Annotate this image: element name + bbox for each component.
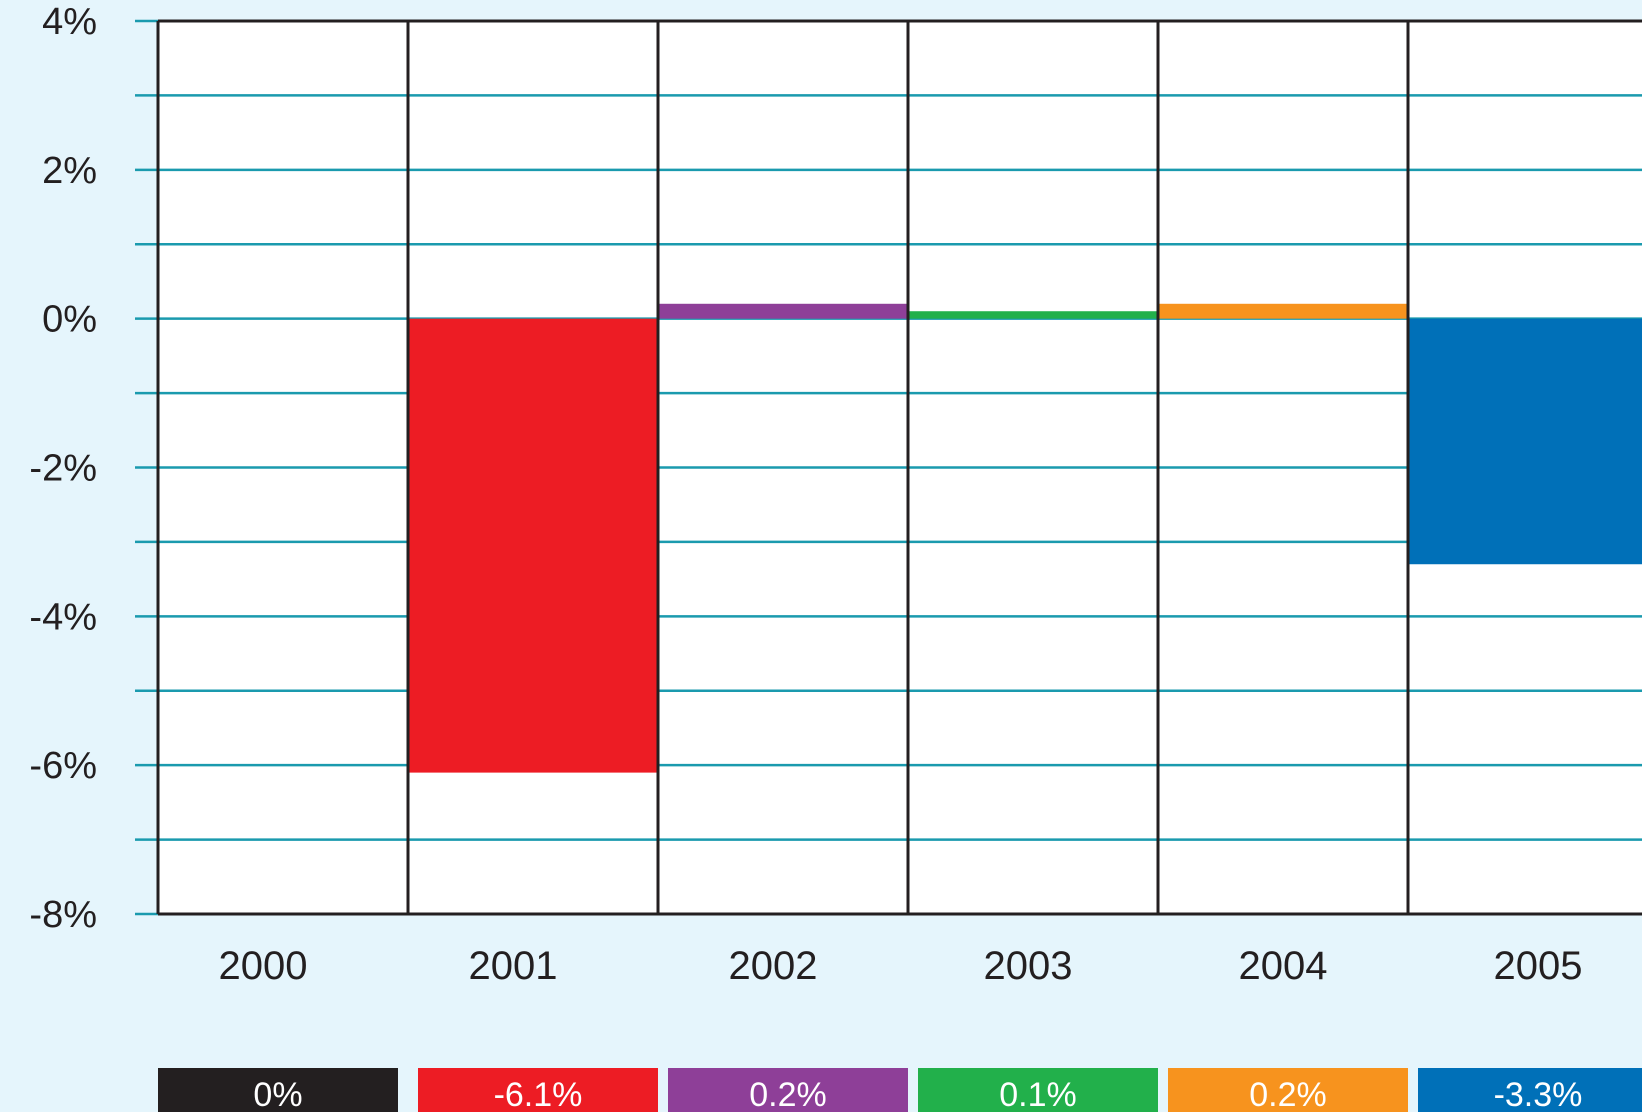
x-tick-label: 2003 (984, 944, 1073, 988)
value-badge: -3.3% (1418, 1068, 1642, 1112)
x-axis-category-labels: 2000 2001 2002 2003 2004 2005 (219, 944, 1583, 988)
x-tick-label: 2005 (1494, 944, 1583, 988)
x-tick-label: 2001 (469, 944, 558, 988)
x-tick-label: 2002 (729, 944, 818, 988)
value-badge-background (918, 1068, 1158, 1112)
bar-2002 (658, 303, 908, 319)
bars (408, 303, 1642, 773)
value-label: 0.2% (1249, 1076, 1327, 1112)
y-tick-label: 2% (42, 150, 97, 192)
value-badge: 0.2% (668, 1068, 908, 1112)
y-tick-label: -4% (29, 596, 97, 638)
value-badge-background (1418, 1068, 1642, 1112)
gridlines (135, 19, 1642, 916)
value-badge: 0.1% (918, 1068, 1158, 1112)
x-tick-label: 2004 (1239, 944, 1328, 988)
bar-2001 (408, 318, 658, 773)
value-label: 0.2% (749, 1076, 827, 1112)
value-label: -3.3% (1494, 1076, 1583, 1112)
y-tick-label: -6% (29, 745, 97, 787)
value-badge-background (668, 1068, 908, 1112)
y-tick-label: -2% (29, 448, 97, 490)
value-badge-background (158, 1068, 398, 1112)
value-badge-background (1168, 1068, 1408, 1112)
y-axis-tick-labels: 4% 2% 0% -2% -4% -6% -8% (29, 1, 97, 936)
bar-2003 (908, 311, 1158, 319)
category-dividers (156, 19, 1642, 916)
value-badge: 0.2% (1168, 1068, 1408, 1112)
value-badge: -6.1% (418, 1068, 658, 1112)
value-badges: 0% -6.1% 0.2% 0.1% 0.2% -3.3% (158, 1068, 1642, 1112)
bar-2004 (1158, 303, 1408, 319)
value-label: -6.1% (494, 1076, 583, 1112)
y-tick-label: 0% (42, 299, 97, 341)
y-tick-label: -8% (29, 894, 97, 936)
value-label: 0% (253, 1076, 302, 1112)
bar-2005 (1408, 318, 1642, 565)
y-tick-label: 4% (42, 1, 97, 43)
x-tick-label: 2000 (219, 944, 308, 988)
value-badge: 0% (158, 1068, 398, 1112)
value-badge-background (418, 1068, 658, 1112)
value-label: 0.1% (999, 1076, 1077, 1112)
